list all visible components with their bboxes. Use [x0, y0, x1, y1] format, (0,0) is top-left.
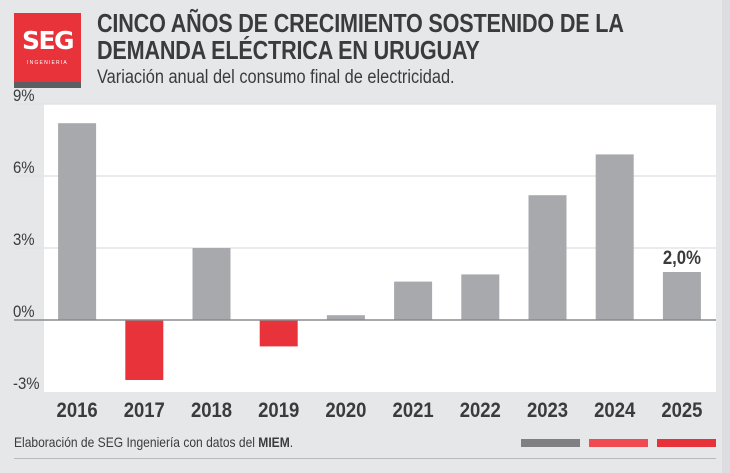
- y-tick-label: -3%: [13, 375, 40, 393]
- y-tick-label: 9%: [13, 87, 35, 105]
- bar-2023: [528, 195, 567, 320]
- x-tick-label: 2019: [258, 399, 299, 422]
- x-tick-label: 2017: [124, 399, 165, 422]
- bar-2025: [662, 272, 701, 320]
- x-tick-label: 2021: [393, 399, 434, 422]
- x-tick-label: 2023: [527, 399, 568, 422]
- bar-2020: [326, 315, 365, 320]
- seg-logo: SEG INGENIERIA: [14, 13, 81, 88]
- x-tick-label: 2020: [325, 399, 366, 422]
- bar-2018: [192, 248, 231, 320]
- source-note-prefix: Elaboración de SEG Ingeniería con datos …: [14, 434, 259, 450]
- legend-bar-red: [657, 439, 716, 447]
- bar-2016: [58, 123, 97, 320]
- bar-2017: [125, 320, 164, 380]
- x-tick-label: 2022: [460, 399, 501, 422]
- legend-bar-gray: [521, 439, 580, 447]
- y-tick-label: 0%: [13, 303, 35, 321]
- x-tick-label: 2016: [57, 399, 98, 422]
- y-tick-label: 3%: [13, 231, 35, 249]
- bar-2024: [595, 154, 634, 320]
- bar-2022: [461, 274, 500, 320]
- legend-bar-light-red: [589, 439, 648, 447]
- title-line-2: DEMANDA ELÉCTRICA EN URUGUAY: [97, 35, 480, 65]
- bar-chart: 9% 6% 3% 0% -3% 2016 2017 2018 2019 2020 2021 2022 2…: [13, 87, 716, 422]
- chart-subtitle: Variación anual del consumo final de ele…: [97, 67, 455, 88]
- x-tick-label: 2018: [191, 399, 232, 422]
- bar-2021: [394, 281, 433, 320]
- x-tick-label: 2024: [594, 399, 635, 422]
- bar-2019: [259, 320, 298, 347]
- source-note-bold: MIEM: [258, 434, 290, 450]
- source-note-suffix: .: [289, 434, 294, 450]
- logo-text: SEG: [21, 26, 75, 55]
- source-note: Elaboración de SEG Ingeniería con datos …: [14, 434, 293, 450]
- title-line-1: CINCO AÑOS DE CRECIMIENTO SOSTENIDO DE L…: [97, 8, 624, 38]
- y-tick-label: 6%: [13, 159, 35, 177]
- logo-subtext: INGENIERIA: [27, 60, 68, 66]
- data-label-2025: 2,0%: [663, 247, 701, 268]
- x-tick-label: 2025: [661, 399, 702, 422]
- chart-title: CINCO AÑOS DE CRECIMIENTO SOSTENIDO DE L…: [97, 10, 624, 64]
- logo-band: [14, 82, 81, 88]
- footer-divider: [14, 458, 716, 459]
- right-border-strip: [722, 0, 730, 473]
